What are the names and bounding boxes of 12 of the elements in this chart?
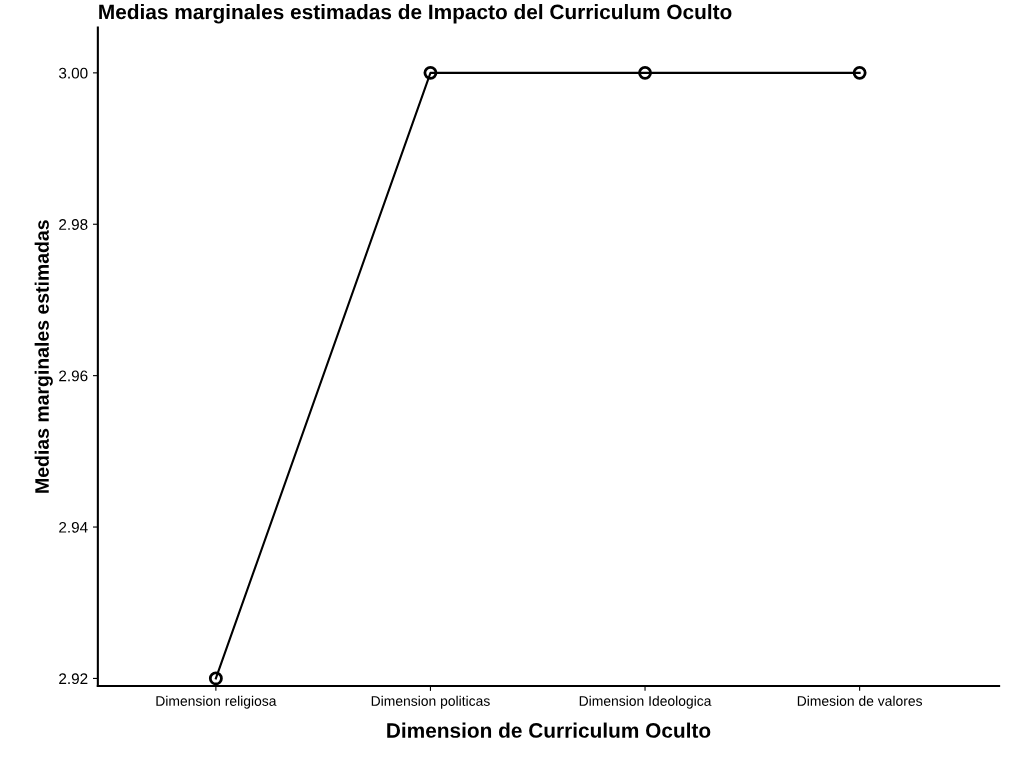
x-axis-title: Dimension de Curriculum Oculto bbox=[387, 722, 711, 738]
y-tick-label: 2.96 bbox=[59, 370, 88, 382]
y-tick-label: 2.92 bbox=[59, 673, 88, 685]
y-axis-title: Medias marginales estimadas bbox=[34, 220, 53, 493]
x-tick-label: Dimension Ideologica bbox=[579, 695, 712, 709]
y-tick-label: 2.94 bbox=[59, 521, 88, 533]
x-tick-label: Dimension politicas bbox=[371, 695, 490, 709]
x-tick-label: Dimesion de valores bbox=[797, 695, 923, 706]
chart-title: Medias marginales estimadas de Impacto del Curriculum Oculto bbox=[99, 4, 732, 24]
y-tick-label: 3.00 bbox=[58, 67, 88, 79]
x-tick-label: Dimension religiosa bbox=[156, 695, 277, 709]
y-tick-label: 2.98 bbox=[59, 219, 88, 230]
